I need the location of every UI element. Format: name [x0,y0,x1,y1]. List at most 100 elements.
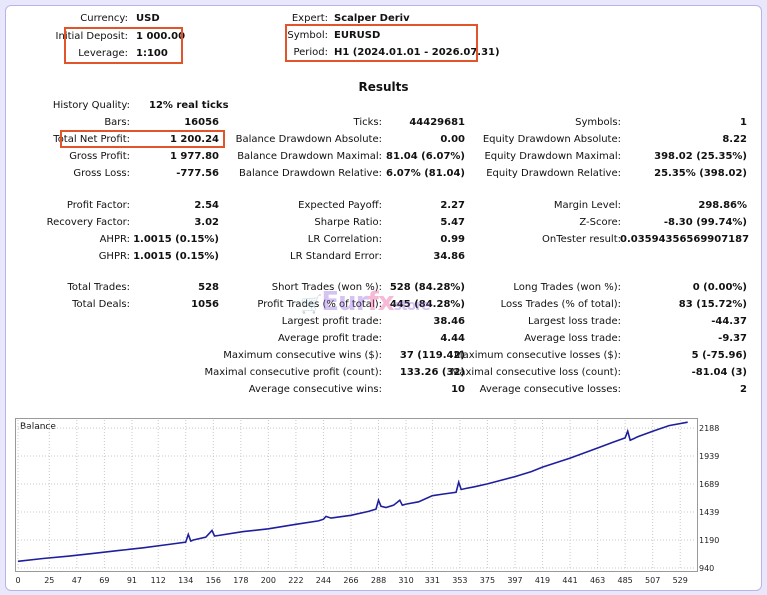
deposit-label: Initial Deposit: [55,31,128,42]
expected-payoff-label: Expected Payoff: [298,200,382,211]
watermark-text-3: store [393,298,431,314]
deposit-leverage-highlight [64,27,183,64]
history-quality-label: History Quality: [52,100,130,111]
deposit-value: 1 000.00 [136,31,186,42]
sharpe-ratio-label: Sharpe Ratio: [314,217,382,228]
expert-label: Expert: [291,13,328,24]
largest-profit-value: 38.46 [433,316,465,327]
balance-dd-abs-value: 0.00 [440,134,465,145]
avg-consec-losses-value: 2 [740,384,747,395]
gross-loss-value: -777.56 [176,168,219,179]
watermark-text-1: Eur [321,287,368,317]
balance-dd-rel-value: 6.07% (81.04) [386,168,465,179]
balance-dd-rel-label: Balance Drawdown Relative: [238,168,382,179]
profit-factor-value: 2.54 [194,200,219,211]
avg-consec-wins-value: 10 [451,384,465,395]
total-net-profit-value: 1 200.24 [169,134,219,145]
total-net-profit-label: Total Net Profit: [53,134,130,145]
ghpr-value: 1.0015 (0.15%) [133,251,219,262]
total-trades-value: 528 [198,282,219,293]
ontester-value: 0.03594356569907187 [620,234,750,245]
lr-correlation-value: 0.99 [440,234,465,245]
currency-label: Currency: [80,13,128,24]
chart-title: Balance [20,422,56,432]
max-consec-losses-value: 5 (-75.96) [691,350,747,361]
symbol-period-highlight [285,24,478,62]
bars-value: 16056 [184,117,219,128]
maximal-consec-loss-value: -81.04 (3) [691,367,747,378]
total-trades-label: Total Trades: [67,282,131,293]
balance-dd-abs-label: Balance Drawdown Absolute: [235,134,382,145]
ahpr-label: AHPR: [99,234,130,245]
symbol-value: EURUSD [334,30,381,41]
results-title: Results [358,80,409,94]
avg-consec-losses-label: Average consecutive losses: [479,384,621,395]
total-deals-label: Total Deals: [72,299,130,310]
lr-std-error-label: LR Standard Error: [290,251,382,262]
long-trades-value: 0 (0.00%) [692,282,747,293]
avg-consec-wins-label: Average consecutive wins: [248,384,382,395]
equity-dd-abs-value: 8.22 [722,134,747,145]
margin-level-value: 298.86% [698,200,747,211]
ticks-label: Ticks: [353,117,382,128]
gross-profit-value: 1 977.80 [169,151,219,162]
long-trades-label: Long Trades (won %): [513,282,621,293]
short-trades-value: 528 (84.28%) [389,282,465,293]
leverage-value: 1:100 [136,48,168,59]
largest-profit-label: Largest profit trade: [281,316,382,327]
lr-correlation-label: LR Correlation: [307,234,382,245]
bars-label: Bars: [104,117,130,128]
loss-trades-value: 83 (15.72%) [678,299,747,310]
eurfxstore-watermark-logo: 🛒Eurfxstore [300,287,431,317]
total-deals-value: 1056 [191,299,219,310]
largest-loss-value: -44.37 [711,316,747,327]
maximal-consec-profit-label: Maximal consecutive profit (count): [204,367,382,378]
profit-trades-value: 445 (84.28%) [389,299,465,310]
watermark-text-2: fx [367,287,395,317]
equity-dd-max-value: 398.02 (25.35%) [654,151,747,162]
avg-loss-label: Average loss trade: [524,333,621,344]
period-label: Period: [293,47,328,58]
symbols-value: 1 [740,117,747,128]
balance-dd-max-value: 81.04 (6.07%) [386,151,465,162]
symbols-label: Symbols: [575,117,621,128]
period-value: H1 (2024.01.01 - 2026.07.31) [334,47,500,58]
ontester-label: OnTester result: [541,234,621,245]
equity-dd-abs-label: Equity Drawdown Absolute: [482,134,621,145]
gross-profit-label: Gross Profit: [69,151,130,162]
maximal-consec-loss-label: Maximal consecutive loss (count): [450,367,621,378]
net-profit-highlight [60,130,225,148]
ghpr-label: GHPR: [98,251,130,262]
largest-loss-label: Largest loss trade: [528,316,621,327]
max-consec-losses-label: Maximum consecutive losses ($): [454,350,621,361]
avg-profit-label: Average profit trade: [277,333,382,344]
profit-trades-label: Profit Trades (% of total): [257,299,382,310]
avg-profit-value: 4.44 [440,333,465,344]
z-score-value: -8.30 (99.74%) [663,217,747,228]
max-consec-wins-value: 37 (119.42) [399,350,465,361]
lr-std-error-value: 34.86 [433,251,465,262]
balance-dd-max-label: Balance Drawdown Maximal: [237,151,382,162]
margin-level-label: Margin Level: [553,200,621,211]
short-trades-label: Short Trades (won %): [271,282,382,293]
equity-dd-rel-value: 25.35% (398.02) [654,168,747,179]
expected-payoff-value: 2.27 [440,200,465,211]
history-quality-value: 12% real ticks [149,100,229,111]
loss-trades-label: Loss Trades (% of total): [500,299,621,310]
symbol-label: Symbol: [287,30,328,41]
profit-factor-label: Profit Factor: [66,200,130,211]
equity-dd-rel-label: Equity Drawdown Relative: [486,168,621,179]
leverage-label: Leverage: [78,48,128,59]
currency-value: USD [136,13,160,24]
recovery-factor-label: Recovery Factor: [46,217,130,228]
ticks-value: 44429681 [409,117,465,128]
balance-chart: Balance [15,418,698,572]
expert-value: Scalper Deriv [334,13,410,24]
maximal-consec-profit-value: 133.26 (32) [399,367,465,378]
sharpe-ratio-value: 5.47 [440,217,465,228]
recovery-factor-value: 3.02 [194,217,219,228]
equity-dd-max-label: Equity Drawdown Maximal: [484,151,621,162]
gross-loss-label: Gross Loss: [73,168,130,179]
avg-loss-value: -9.37 [718,333,747,344]
max-consec-wins-label: Maximum consecutive wins ($): [223,350,382,361]
